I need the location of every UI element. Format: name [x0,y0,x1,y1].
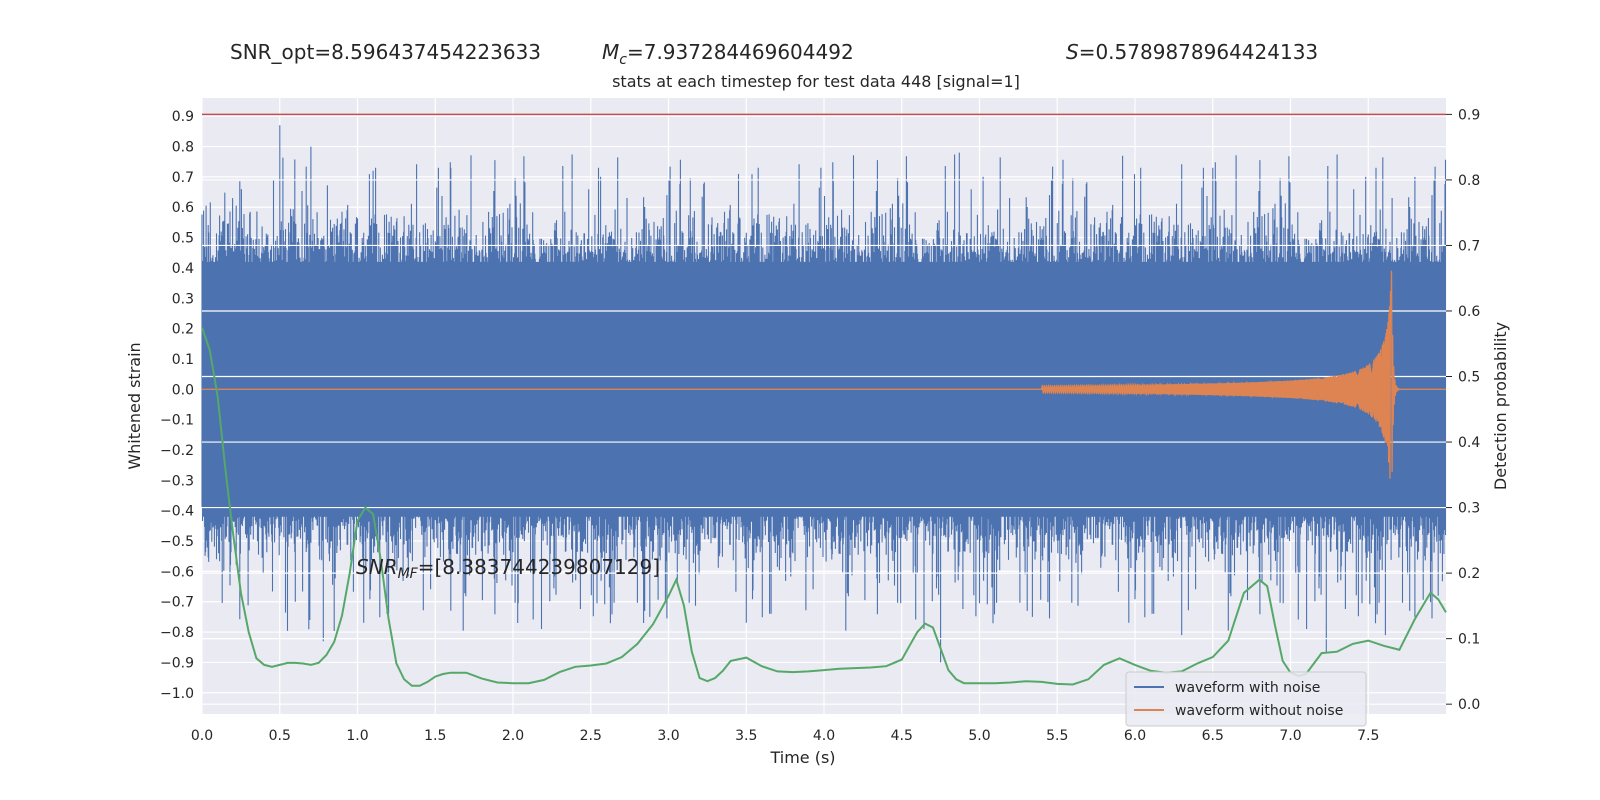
x-tick-label: 1.0 [346,728,368,744]
x-tick-label: 7.0 [1279,728,1301,744]
chirp-mass-label: Mc=7.937284469604492 [602,40,854,68]
y-axis-ticks: 0.9 0.8 0.7 0.6 0.5 0.4 0.3 0.2 0.1 0.0 −0.1 −0.2 −0… [160,109,194,702]
y-right-tick-label: 0.1 [1458,632,1480,648]
y-right-tick-label: 0.2 [1458,566,1480,582]
x-tick-label: 3.5 [735,728,757,744]
x-tick-label: 0.5 [269,728,291,744]
y-right-axis-label: Detection probability [1491,322,1510,490]
x-tick-label: 6.5 [1202,728,1224,744]
y-tick-label: −0.6 [160,564,194,580]
y-right-tick-label: 0.3 [1458,501,1480,517]
y-tick-label: 0.8 [172,140,194,156]
x-axis-label: Time (s) [769,748,835,767]
y-right-tick-label: 0.8 [1458,173,1480,189]
y-right-tick-label: 0.7 [1458,238,1480,254]
chirp-mass-subscript: c [619,52,627,68]
chart-title: stats at each timestep for test data 448… [612,72,1020,91]
spin-value: =0.5789878964424133 [1079,40,1318,64]
x-tick-label: 6.0 [1124,728,1146,744]
y-tick-label: −0.1 [160,413,194,429]
snr-opt-label: SNR_opt=8.596437454223633 [230,40,541,64]
spin-symbol: S [1066,40,1079,64]
y-tick-label: 0.0 [172,382,194,398]
snr-mf-value: =[8.383744239807129] [418,555,660,579]
x-tick-label: 4.0 [813,728,835,744]
snr-mf-subscript: MF [398,566,419,582]
x-tick-label: 0.0 [191,728,213,744]
legend-label-without-noise: waveform without noise [1175,703,1343,719]
y-tick-label: 0.4 [172,261,194,277]
x-tick-label: 4.5 [891,728,913,744]
y-tick-label: −0.7 [160,595,194,611]
y-tick-label: −0.3 [160,473,194,489]
y-tick-label: 0.2 [172,322,194,338]
x-tick-label: 2.0 [502,728,524,744]
y-right-tick-label: 0.4 [1458,435,1480,451]
x-tick-label: 5.5 [1046,728,1068,744]
spin-label: S=0.5789878964424133 [1066,40,1318,64]
chirp-mass-symbol: M [602,40,619,64]
x-tick-label: 7.5 [1357,728,1379,744]
y-tick-label: 0.7 [172,170,194,186]
x-tick-label: 2.5 [580,728,602,744]
legend-label-with-noise: waveform with noise [1175,680,1320,696]
series-detection-probability [201,327,1447,687]
y-tick-label: 0.5 [172,231,194,247]
legend: waveform with noise waveform without noi… [1125,671,1367,727]
y-right-axis-ticks: 0.9 0.8 0.7 0.6 0.5 0.4 0.3 0.2 0.1 0.0 [1446,107,1480,713]
chirp-mass-value: =7.937284469604492 [627,40,854,64]
x-tick-label: 1.5 [424,728,446,744]
y-tick-label: 0.9 [172,109,194,125]
y-tick-label: −0.8 [160,625,194,641]
y-tick-label: −0.5 [160,534,194,550]
y-right-tick-label: 0.6 [1458,304,1480,320]
x-axis-ticks: 0.0 0.5 1.0 1.5 2.0 2.5 3.0 3.5 4.0 4.5 5.0 5.5 6.0 6… [191,728,1380,744]
x-tick-label: 3.0 [657,728,679,744]
y-axis-label: Whitened strain [125,342,144,469]
y-right-tick-label: 0.0 [1458,697,1480,713]
snr-mf-label: SNRMF=[8.383744239807129] [356,555,660,582]
y-tick-label: 0.6 [172,200,194,216]
legend-box [1125,671,1367,727]
x-tick-label: 5.0 [968,728,990,744]
y-tick-label: −0.2 [160,443,194,459]
y-tick-label: 0.1 [172,352,194,368]
y-tick-label: −0.4 [160,504,194,520]
y-tick-label: −0.9 [160,655,194,671]
series-waveform-without-noise [202,270,1446,479]
y-right-tick-label: 0.5 [1458,370,1480,386]
y-right-tick-label: 0.9 [1458,107,1480,123]
snr-mf-symbol: SNR [356,555,398,579]
y-tick-label: 0.3 [172,291,194,307]
y-tick-label: −1.0 [160,686,194,702]
